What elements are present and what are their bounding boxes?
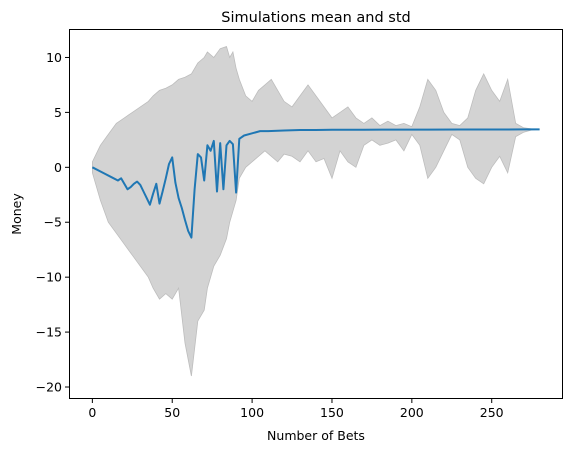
y-tick-label: −15 — [36, 325, 62, 340]
y-axis: −20 −15 −10 −5 0 5 10 — [36, 50, 70, 395]
x-tick-label: 0 — [88, 405, 96, 420]
y-axis-label: Money — [9, 193, 24, 235]
y-tick-label: 0 — [54, 160, 62, 175]
y-tick-label: 5 — [54, 105, 62, 120]
std-band — [92, 45, 540, 377]
x-tick-label: 100 — [240, 405, 264, 420]
x-axis-label: Number of Bets — [267, 428, 365, 443]
x-tick-label: 150 — [320, 405, 344, 420]
plot-area — [91, 45, 540, 377]
x-axis: 0 50 100 150 200 250 — [88, 398, 504, 420]
y-tick-label: −10 — [36, 270, 62, 285]
x-tick-label: 50 — [164, 405, 180, 420]
x-tick-label: 200 — [400, 405, 424, 420]
y-tick-label: 10 — [46, 50, 62, 65]
y-tick-label: −20 — [36, 380, 62, 395]
y-tick-label: −5 — [44, 215, 62, 230]
chart-title: Simulations mean and std — [221, 10, 410, 26]
x-tick-label: 250 — [480, 405, 504, 420]
mean-line — [91, 128, 540, 239]
plot-frame — [69, 29, 563, 399]
